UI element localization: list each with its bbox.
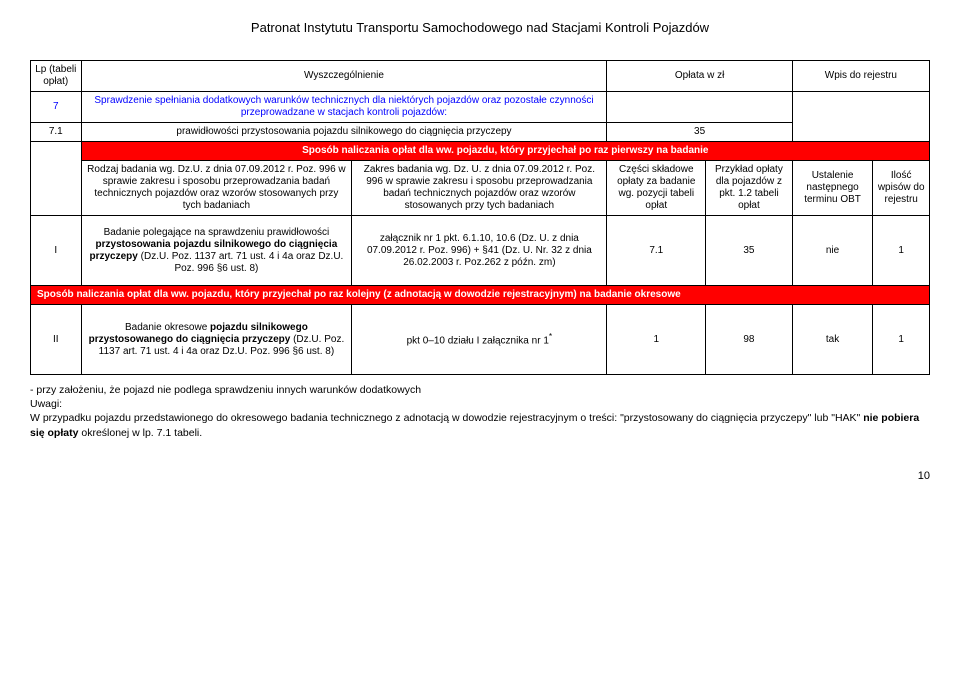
red-bar-1-text: Sposób naliczania opłat dla ww. pojazdu,… [81, 142, 929, 161]
sub-czesci: Części składowe opłaty za badanie wg. po… [607, 161, 706, 216]
notes-block: - przy założeniu, że pojazd nie podlega … [30, 383, 930, 440]
col-wpis: Wpis do rejestru [792, 61, 929, 92]
col-lp: Lp (tabeli opłat) [31, 61, 82, 92]
main-table: Lp (tabeli opłat) Wyszczególnienie Opłat… [30, 60, 930, 375]
rowII-col1: Badanie okresowe pojazdu silnikowego prz… [81, 305, 352, 375]
row7-wpis [792, 92, 929, 142]
rowI-col5: nie [792, 216, 873, 286]
row-II: II Badanie okresowe pojazdu silnikowego … [31, 305, 930, 375]
rowI-col6: 1 [873, 216, 930, 286]
sub-ustalenie: Ustalenie następnego terminu OBT [792, 161, 873, 216]
col-oplata: Opłata w zł [607, 61, 792, 92]
red-bar-1: Sposób naliczania opłat dla ww. pojazdu,… [31, 142, 930, 161]
sub-przyklad: Przykład opłaty dla pojazdów z pkt. 1.2 … [706, 161, 793, 216]
row-I: I Badanie polegające na sprawdzeniu praw… [31, 216, 930, 286]
row-7: 7 Sprawdzenie spełniania dodatkowych war… [31, 92, 930, 123]
rowII-col4: 98 [706, 305, 793, 375]
sub-zakres: Zakres badania wg. Dz. U. z dnia 07.09.2… [352, 161, 607, 216]
row7-oplata [607, 92, 792, 123]
rowI-col2: załącznik nr 1 pkt. 6.1.10, 10.6 (Dz. U.… [352, 216, 607, 286]
col-wysz: Wyszczególnienie [81, 61, 607, 92]
red-bar-2-text: Sposób naliczania opłat dla ww. pojazdu,… [31, 286, 930, 305]
page-number: 10 [30, 470, 930, 482]
row7-text: Sprawdzenie spełniania dodatkowych warun… [81, 92, 607, 123]
red-bar-2: Sposób naliczania opłat dla ww. pojazdu,… [31, 286, 930, 305]
header-row: Lp (tabeli opłat) Wyszczególnienie Opłat… [31, 61, 930, 92]
note-line2: Uwagi: [30, 397, 930, 411]
rowII-col5: tak [792, 305, 873, 375]
row71-oplata: 35 [607, 123, 792, 142]
rowI-col3: 7.1 [607, 216, 706, 286]
rowI-col1: Badanie polegające na sprawdzeniu prawid… [81, 216, 352, 286]
subheader-row: Rodzaj badania wg. Dz.U. z dnia 07.09.20… [31, 161, 930, 216]
rowI-num: I [31, 216, 82, 286]
rowII-num: II [31, 305, 82, 375]
sub-ilosc: Ilość wpisów do rejestru [873, 161, 930, 216]
row71-num: 7.1 [31, 123, 82, 142]
rowI-col4: 35 [706, 216, 793, 286]
rowII-col6: 1 [873, 305, 930, 375]
rowII-col3: 1 [607, 305, 706, 375]
rowII-col2: pkt 0–10 działu I załącznika nr 1* [352, 305, 607, 375]
row7-num: 7 [31, 92, 82, 123]
page-header: Patronat Instytutu Transportu Samochodow… [30, 20, 930, 35]
note-line1: - przy założeniu, że pojazd nie podlega … [30, 383, 930, 397]
note-line3: W przypadku pojazdu przedstawionego do o… [30, 411, 930, 439]
sub-rodzaj: Rodzaj badania wg. Dz.U. z dnia 07.09.20… [81, 161, 352, 216]
row71-text: prawidłowości przystosowania pojazdu sil… [81, 123, 607, 142]
